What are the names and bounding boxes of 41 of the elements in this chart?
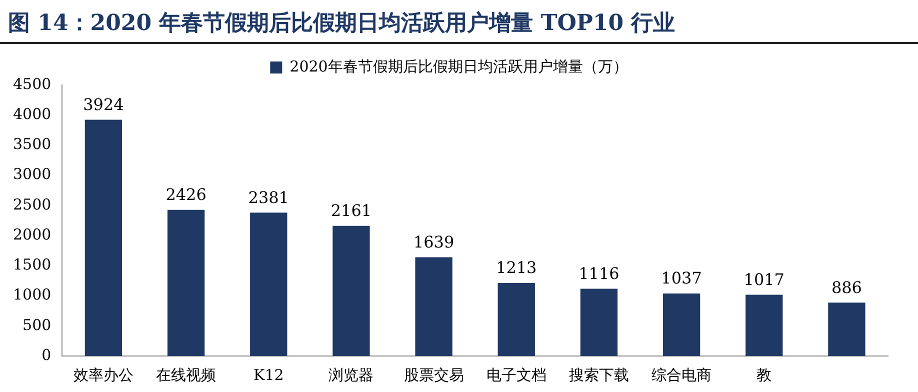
bar (662, 294, 700, 356)
y-tick-label: 2500 (12, 195, 52, 214)
x-tick-label: 搜索下载 (568, 366, 629, 384)
y-tick-label: 2000 (12, 225, 52, 244)
data-label: 1213 (496, 258, 537, 278)
x-tick-label: 教 (756, 366, 772, 384)
data-label: 1037 (661, 268, 702, 288)
data-label: 3924 (83, 94, 124, 114)
data-label: 1017 (744, 270, 784, 289)
bar (498, 282, 535, 356)
y-tick-label: 3500 (12, 135, 52, 154)
data-label: 2161 (330, 201, 372, 220)
bar (84, 120, 122, 356)
legend-label: 2020年春节假期后比假期日均活跃用户增量（万） (290, 57, 628, 76)
bar (746, 294, 783, 356)
data-label: 886 (831, 278, 862, 297)
y-tick-label: 3000 (12, 165, 52, 184)
chart-title: 图 14：2020 年春节假期后比假期日均活跃用户增量 TOP10 行业 (8, 9, 676, 38)
x-tick-label: 股票交易 (404, 366, 464, 384)
y-tick-label: 1500 (12, 256, 52, 274)
y-tick-label: 4000 (12, 105, 52, 123)
x-tick-label: K12 (253, 366, 284, 384)
bar (167, 210, 205, 356)
x-tick-label: 在线视频 (156, 366, 216, 384)
x-tick-label: 效率办公 (73, 366, 134, 384)
bar (828, 302, 866, 356)
bar (580, 288, 618, 356)
data-label: 2426 (166, 185, 206, 204)
data-label: 1116 (578, 264, 620, 283)
data-label: 1639 (413, 232, 454, 252)
bar (415, 257, 452, 356)
data-label: 2381 (248, 188, 289, 207)
bar (332, 226, 370, 356)
x-tick-label: 综合电商 (652, 366, 712, 384)
x-tick-label: 浏览器 (328, 366, 374, 384)
bar (250, 212, 288, 356)
x-tick-label: 电子文档 (486, 366, 546, 384)
y-tick-label: 4500 (12, 74, 52, 93)
y-tick-label: 500 (22, 316, 52, 334)
y-tick-label: 0 (42, 346, 52, 364)
y-tick-label: 1000 (12, 286, 52, 304)
